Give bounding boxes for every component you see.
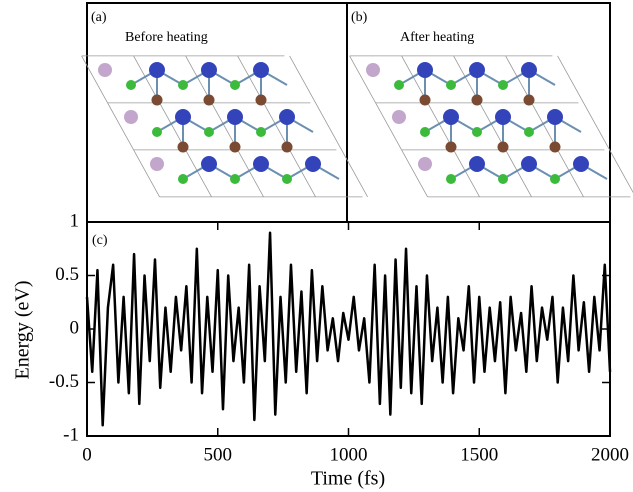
- atom: [229, 141, 241, 153]
- lattice-line: [133, 55, 212, 198]
- y-axis-label: Energy (eV): [12, 280, 34, 379]
- atom: [177, 141, 189, 153]
- atom: [549, 141, 561, 153]
- atom: [203, 94, 215, 106]
- atom: [521, 62, 537, 78]
- atom: [394, 80, 404, 90]
- atom: [98, 63, 112, 77]
- atom: [256, 127, 266, 137]
- panel-label: (c): [92, 233, 108, 248]
- panel-label: (b): [351, 10, 368, 25]
- atom: [253, 62, 269, 78]
- atom: [305, 156, 321, 172]
- atom: [124, 110, 138, 124]
- atom: [230, 174, 240, 184]
- atom: [281, 141, 293, 153]
- x-tick-label: 1500: [460, 444, 498, 465]
- atom: [445, 141, 457, 153]
- atom: [498, 80, 508, 90]
- y-tick-label: 0.5: [55, 264, 79, 285]
- panel-title: After heating: [400, 30, 474, 45]
- atom: [392, 110, 406, 124]
- atom: [201, 62, 217, 78]
- atom: [573, 156, 589, 172]
- x-axis-label: Time (fs): [311, 468, 385, 490]
- atom: [227, 109, 243, 125]
- lattice-line: [505, 55, 584, 198]
- y-tick-label: 1: [70, 210, 80, 231]
- atom: [230, 80, 240, 90]
- atom: [547, 109, 563, 125]
- atom: [150, 157, 164, 171]
- atom: [175, 109, 191, 125]
- y-tick-label: -1: [63, 424, 79, 445]
- atom: [495, 109, 511, 125]
- atom: [253, 156, 269, 172]
- atom: [126, 80, 136, 90]
- atom: [418, 157, 432, 171]
- lattice-line: [237, 55, 316, 198]
- panel-label: (a): [91, 10, 107, 25]
- atom: [443, 109, 459, 125]
- atom: [469, 62, 485, 78]
- atom: [255, 94, 267, 106]
- lattice-line: [185, 55, 264, 198]
- atom: [469, 156, 485, 172]
- atom: [419, 94, 431, 106]
- lattice-line: [453, 55, 532, 198]
- atom: [282, 174, 292, 184]
- atom: [472, 127, 482, 137]
- lattice-line: [557, 55, 633, 194]
- atom: [201, 156, 217, 172]
- atom: [524, 127, 534, 137]
- atom: [151, 94, 163, 106]
- x-tick-label: 0: [82, 444, 92, 465]
- lattice-line: [401, 55, 480, 198]
- x-tick-label: 500: [204, 444, 233, 465]
- atom: [471, 94, 483, 106]
- atom: [497, 141, 509, 153]
- atom: [498, 174, 508, 184]
- lattice-line: [289, 55, 368, 198]
- y-tick-label: 0: [70, 317, 80, 338]
- x-tick-label: 1000: [330, 444, 368, 465]
- atom: [178, 80, 188, 90]
- atom: [521, 156, 537, 172]
- atom: [420, 127, 430, 137]
- atom: [204, 127, 214, 137]
- atom: [523, 94, 535, 106]
- lattice-line: [81, 55, 160, 198]
- crystal-structures: [81, 55, 633, 198]
- atom: [279, 109, 295, 125]
- y-tick-label: -0.5: [49, 371, 79, 392]
- lattice-line: [349, 55, 428, 198]
- x-tick-label: 2000: [591, 444, 629, 465]
- atom: [178, 174, 188, 184]
- atom: [366, 63, 380, 77]
- panel-title: Before heating: [125, 30, 208, 45]
- atom: [446, 174, 456, 184]
- atom: [446, 80, 456, 90]
- atom: [550, 174, 560, 184]
- atom: [149, 62, 165, 78]
- atom: [152, 127, 162, 137]
- atom: [417, 62, 433, 78]
- data-line: [85, 231, 612, 427]
